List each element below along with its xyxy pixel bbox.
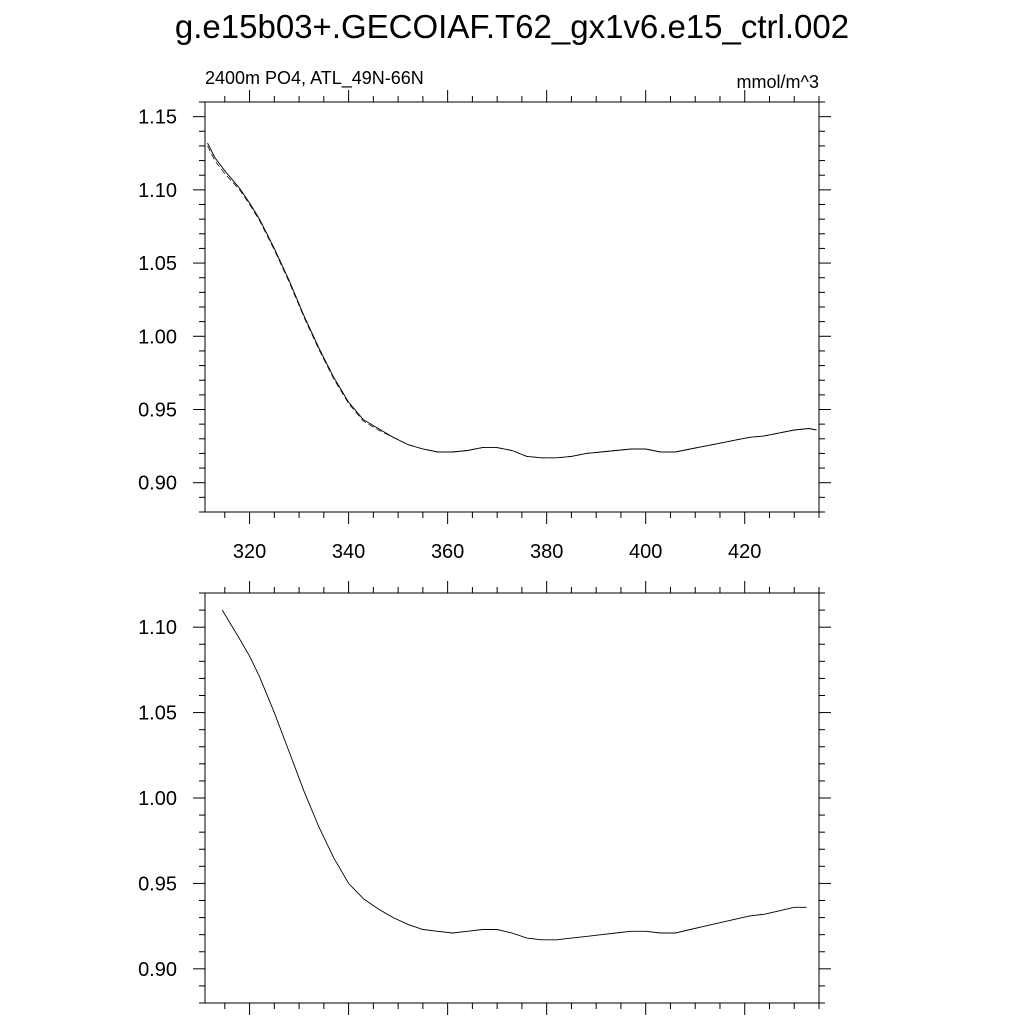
x-tick-label: 420	[728, 541, 761, 563]
y-tick-label: 0.90	[138, 959, 177, 981]
x-tick-label: 320	[233, 541, 266, 563]
chart-title: g.e15b03+.GECOIAF.T62_gx1v6.e15_ctrl.002	[174, 8, 850, 45]
x-tick-label: 400	[629, 541, 662, 563]
y-tick-label: 1.10	[138, 180, 177, 202]
y-tick-label: 0.95	[138, 873, 177, 895]
series-line-1	[221, 609, 807, 941]
x-tick-label: 380	[530, 541, 563, 563]
panel-units-label: mmol/m^3	[737, 72, 819, 92]
y-tick-label: 1.00	[138, 788, 177, 810]
y-tick-label: 1.00	[138, 326, 177, 348]
plot-panel-2: 0.90 0.95 1.00 1.05 1.10	[138, 581, 831, 1015]
y-tick-label: 0.95	[138, 400, 177, 422]
y-tick-label: 1.15	[138, 107, 177, 129]
y-tick-label: 1.05	[138, 703, 177, 725]
x-tick-label: 340	[332, 541, 365, 563]
series-line-2	[207, 145, 817, 459]
x-tick-label: 360	[431, 541, 464, 563]
plot-frame	[204, 592, 820, 1004]
plot-panel-1: 320 340 360 380 400 420 0.90 0.95 1.00 1.05 1.10 1.…	[138, 68, 831, 563]
series-line-1	[207, 142, 817, 459]
y-tick-label: 1.05	[138, 253, 177, 275]
y-tick-label: 1.10	[138, 617, 177, 639]
panel-left-label: 2400m PO4, ATL_49N-66N	[205, 68, 424, 89]
y-tick-label: 0.90	[138, 473, 177, 495]
